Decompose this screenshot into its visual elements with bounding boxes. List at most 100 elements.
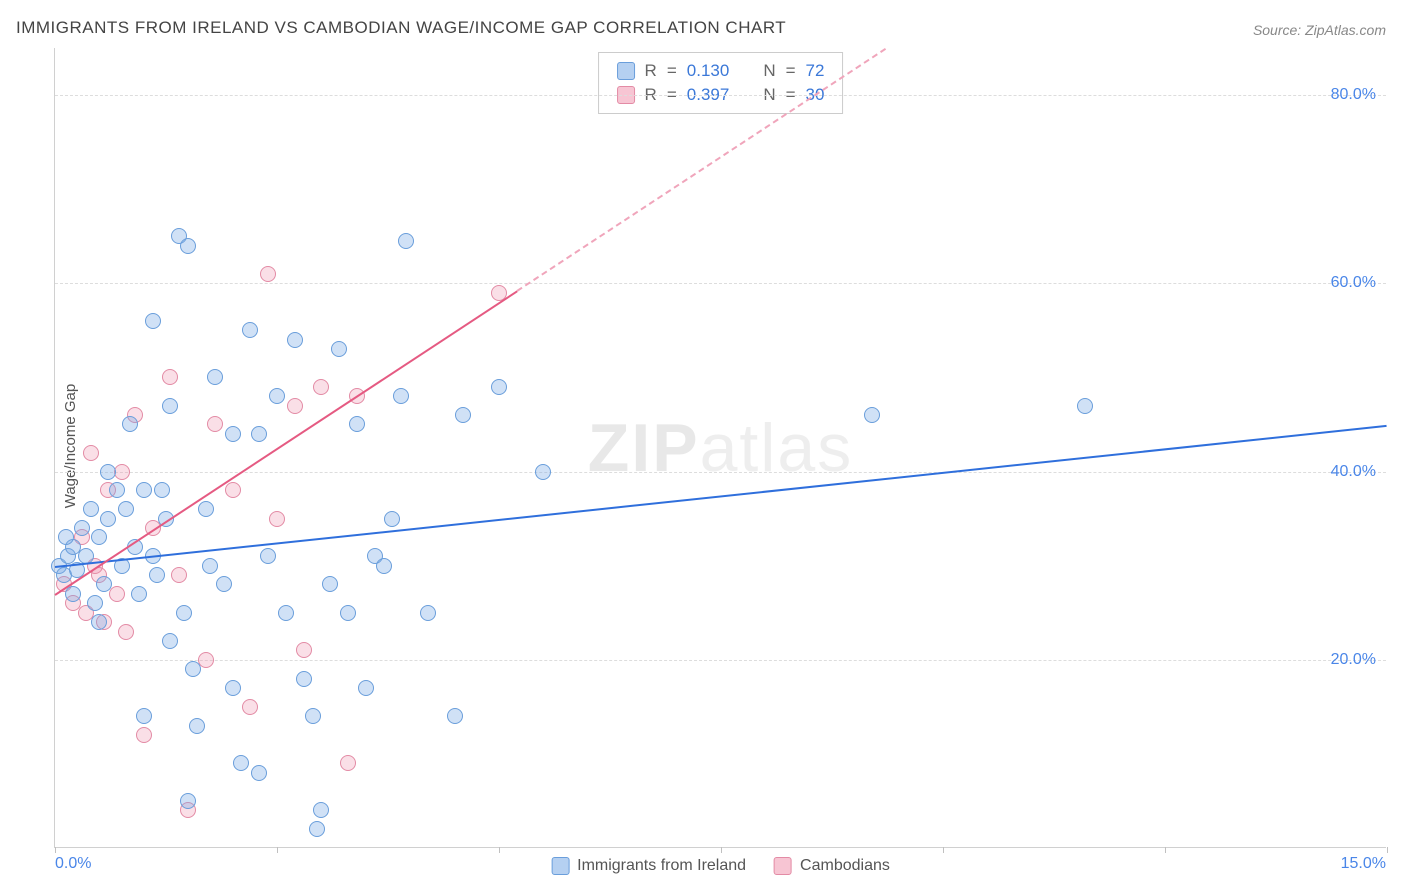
source-attribution: Source: ZipAtlas.com (1253, 22, 1386, 38)
data-point-blue (1077, 398, 1093, 414)
data-point-blue (91, 614, 107, 630)
data-point-blue (251, 426, 267, 442)
stat-n-value: 72 (806, 61, 825, 81)
data-point-blue (136, 482, 152, 498)
legend-item: Cambodians (774, 857, 890, 875)
data-point-pink (83, 445, 99, 461)
legend-swatch (774, 857, 792, 875)
data-point-blue (118, 501, 134, 517)
data-point-pink (260, 266, 276, 282)
data-point-blue (131, 586, 147, 602)
data-point-blue (313, 802, 329, 818)
data-point-blue (65, 586, 81, 602)
legend-swatch (551, 857, 569, 875)
data-point-blue (447, 708, 463, 724)
data-point-pink (225, 482, 241, 498)
x-tick (55, 847, 56, 853)
legend-label: Immigrants from Ireland (577, 857, 746, 875)
data-point-pink (296, 642, 312, 658)
data-point-pink (242, 699, 258, 715)
x-tick-label: 15.0% (1341, 855, 1386, 873)
data-point-blue (207, 369, 223, 385)
data-point-pink (269, 511, 285, 527)
data-point-pink (198, 652, 214, 668)
data-point-blue (154, 482, 170, 498)
data-point-blue (109, 482, 125, 498)
data-point-blue (491, 379, 507, 395)
data-point-blue (398, 233, 414, 249)
data-point-pink (136, 727, 152, 743)
data-point-blue (74, 520, 90, 536)
stat-eq: = (667, 61, 677, 81)
data-point-blue (242, 322, 258, 338)
chart-title: IMMIGRANTS FROM IRELAND VS CAMBODIAN WAG… (16, 18, 786, 38)
watermark-atlas: atlas (700, 410, 854, 486)
data-point-blue (305, 708, 321, 724)
gridline-h (55, 283, 1386, 284)
data-point-pink (207, 416, 223, 432)
data-point-blue (251, 765, 267, 781)
data-point-blue (358, 680, 374, 696)
correlation-stats-box: R=0.130N=72R=0.397N=30 (598, 52, 844, 114)
data-point-blue (260, 548, 276, 564)
x-tick-label: 0.0% (55, 855, 91, 873)
regression-line (54, 291, 517, 596)
chart-container: IMMIGRANTS FROM IRELAND VS CAMBODIAN WAG… (0, 0, 1406, 892)
data-point-blue (189, 718, 205, 734)
gridline-h (55, 660, 1386, 661)
data-point-blue (322, 576, 338, 592)
data-point-pink (171, 567, 187, 583)
data-point-blue (269, 388, 285, 404)
plot-area: ZIPatlas R=0.130N=72R=0.397N=30 Immigran… (54, 48, 1386, 848)
watermark: ZIPatlas (588, 409, 853, 487)
data-point-blue (309, 821, 325, 837)
data-point-blue (535, 464, 551, 480)
data-point-blue (96, 576, 112, 592)
watermark-zip: ZIP (588, 410, 700, 486)
data-point-blue (331, 341, 347, 357)
data-point-blue (136, 708, 152, 724)
y-tick-label: 40.0% (1331, 463, 1376, 481)
stat-n-label: N (763, 61, 775, 81)
data-point-blue (349, 416, 365, 432)
gridline-h (55, 472, 1386, 473)
data-point-blue (225, 680, 241, 696)
data-point-blue (225, 426, 241, 442)
x-tick (1387, 847, 1388, 853)
stat-eq: = (786, 61, 796, 81)
data-point-blue (180, 238, 196, 254)
data-point-blue (87, 595, 103, 611)
data-point-blue (198, 501, 214, 517)
data-point-blue (278, 605, 294, 621)
data-point-blue (185, 661, 201, 677)
data-point-blue (91, 529, 107, 545)
data-point-blue (145, 313, 161, 329)
stat-r-value: 0.130 (687, 61, 730, 81)
data-point-blue (216, 576, 232, 592)
data-point-blue (58, 529, 74, 545)
data-point-blue (202, 558, 218, 574)
legend-item: Immigrants from Ireland (551, 857, 746, 875)
data-point-blue (162, 398, 178, 414)
data-point-blue (455, 407, 471, 423)
stats-row: R = 0.130 N = 72 (617, 59, 825, 83)
data-point-pink (118, 624, 134, 640)
data-point-pink (162, 369, 178, 385)
x-tick (499, 847, 500, 853)
data-point-blue (287, 332, 303, 348)
data-point-blue (83, 501, 99, 517)
data-point-blue (180, 793, 196, 809)
data-point-pink (109, 586, 125, 602)
data-point-blue (176, 605, 192, 621)
x-tick (277, 847, 278, 853)
data-point-pink (287, 398, 303, 414)
x-tick (721, 847, 722, 853)
data-point-blue (296, 671, 312, 687)
data-point-blue (340, 605, 356, 621)
stat-r-label: R (645, 61, 657, 81)
data-point-pink (340, 755, 356, 771)
x-tick (943, 847, 944, 853)
data-point-blue (376, 558, 392, 574)
data-point-blue (233, 755, 249, 771)
data-point-blue (100, 464, 116, 480)
